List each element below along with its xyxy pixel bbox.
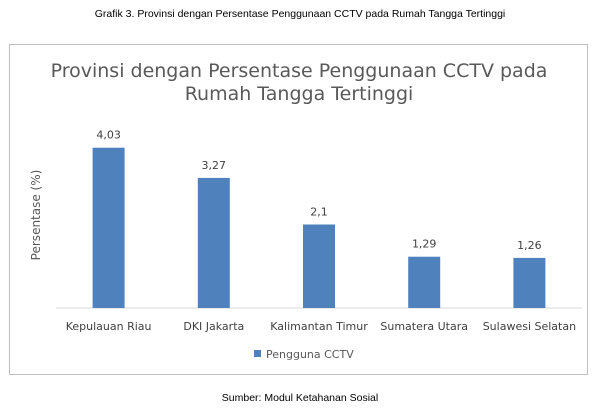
x-tick-label: Kalimantan Timur — [270, 320, 368, 333]
data-label: 1,29 — [412, 238, 437, 251]
bar — [92, 147, 125, 308]
data-label: 3,27 — [202, 159, 227, 172]
legend-swatch — [254, 350, 261, 357]
plot-area: 4,03 Kepulauan Riau 3,27 DKI Jakarta 2,1 Kali… — [56, 129, 582, 333]
bar — [303, 224, 335, 308]
bar — [513, 257, 546, 308]
x-tick-label: Sulawesi Selatan — [483, 320, 576, 333]
chart-title-line-2: Rumah Tangga Tertinggi — [185, 83, 414, 105]
bar — [408, 256, 441, 308]
bar-chart: Provinsi dengan Persentase Penggunaan CC… — [29, 60, 582, 361]
x-tick-label: DKI Jakarta — [183, 320, 244, 333]
chart-frame: Provinsi dengan Persentase Penggunaan CC… — [9, 44, 588, 375]
legend: Pengguna CCTV — [254, 348, 354, 361]
x-tick-label: Sumatera Utara — [380, 320, 468, 333]
bar — [197, 177, 230, 308]
y-axis-label: Persentase (%) — [29, 170, 43, 261]
legend-label: Pengguna CCTV — [266, 348, 354, 361]
source-caption: Sumber: Modul Ketahanan Sosial — [221, 392, 379, 404]
x-tick-label: Kepulauan Riau — [66, 320, 152, 333]
chart-title-line-1: Provinsi dengan Persentase Penggunaan CC… — [51, 60, 548, 82]
data-label: 4,03 — [96, 129, 121, 142]
figure-caption: Grafik 3. Provinsi dengan Persentase Pen… — [94, 8, 506, 20]
data-label: 2,1 — [310, 206, 328, 219]
data-label: 1,26 — [517, 239, 542, 252]
